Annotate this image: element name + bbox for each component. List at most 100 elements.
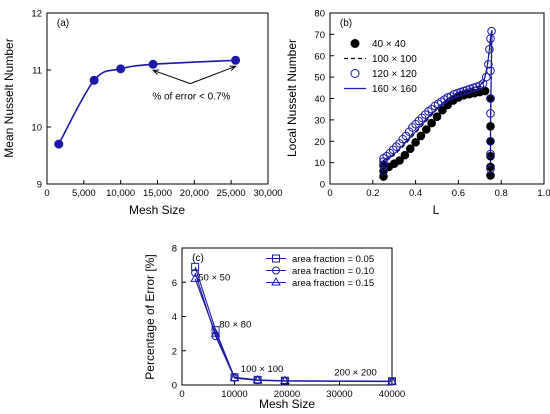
annotation-arrowhead	[229, 65, 237, 71]
y-tick-label: 9	[37, 180, 42, 191]
x-axis-label: L	[433, 203, 440, 217]
panel-label: (c)	[192, 253, 204, 264]
data-point	[486, 94, 495, 103]
y-tick-label: 11	[32, 66, 42, 77]
data-point	[350, 69, 360, 78]
x-tick-label: 0.6	[452, 188, 465, 199]
annotation-text: 80 × 80	[219, 320, 251, 331]
y-tick-label: 8	[172, 244, 177, 255]
panel-label: (b)	[340, 18, 352, 29]
data-point	[486, 149, 495, 159]
data-point	[148, 59, 158, 69]
y-tick-label: 70	[314, 30, 325, 41]
x-tick-label: 40000	[379, 389, 405, 400]
data-point	[210, 328, 221, 337]
legend-label: area fraction = 0.10	[292, 266, 374, 277]
data-point	[485, 45, 494, 54]
data-point	[387, 376, 397, 385]
y-tick-label: 2	[172, 346, 177, 357]
y-tick-label: 80	[314, 9, 325, 20]
y-tick-label: 20	[314, 137, 325, 148]
data-point	[408, 123, 417, 132]
data-point	[438, 105, 447, 115]
y-tick-label: 60	[314, 51, 325, 62]
annotation-text: 200 × 200	[334, 368, 377, 379]
data-point	[486, 136, 495, 146]
chart-a: 0 5,000 10,000 15,000 20,000 25,000 30,000 9 10 1…	[2, 9, 283, 218]
legend-label: 100 × 100	[372, 54, 417, 65]
x-tick-label: 30000	[326, 389, 352, 400]
data-point	[229, 372, 240, 382]
y-tick-label: 40	[314, 94, 325, 105]
data-point	[395, 139, 404, 148]
data-point	[395, 156, 404, 165]
data-point	[116, 64, 126, 74]
data-point	[427, 118, 436, 128]
chart-c: 0 10000 20000 30000 40000 0 2 4 6 8 Mesh Size Perce…	[143, 244, 405, 412]
series-line	[194, 278, 393, 383]
data-point	[54, 139, 64, 149]
annotation-text: 100 × 100	[241, 364, 284, 375]
panel-label: (a)	[57, 18, 69, 29]
y-tick-label: 4	[172, 312, 177, 323]
data-point	[486, 121, 495, 131]
x-tick-label: 30,000	[253, 188, 282, 199]
y-tick-label: 10	[314, 158, 325, 169]
y-tick-label: 12	[31, 9, 42, 20]
chart-b: 0 0.2 0.4 0.6 0.8 1.0 0 10 20 30 40 50 60 70 80 L Local …	[285, 9, 550, 218]
data-point	[414, 116, 424, 126]
data-point	[405, 144, 415, 154]
x-tick-label: 10,000	[106, 188, 135, 199]
data-point	[487, 26, 496, 36]
annotation-arrow	[152, 69, 191, 85]
y-tick-label: 0	[320, 180, 325, 191]
data-point	[416, 131, 426, 141]
annotation-text: % of error < 0.7%	[152, 92, 230, 103]
data-point	[350, 39, 360, 48]
data-point	[422, 125, 431, 134]
y-tick-label: 10	[31, 123, 42, 134]
data-point	[272, 266, 280, 275]
x-tick-label: 0.2	[366, 188, 379, 199]
x-axis-label: Mesh Size	[259, 397, 315, 411]
data-point	[231, 55, 241, 65]
x-tick-label: 1.0	[537, 188, 550, 199]
x-tick-label: 0	[327, 188, 332, 199]
data-point	[382, 151, 392, 161]
y-tick-label: 6	[172, 278, 177, 289]
y-axis-label: Mean Nusselt Number	[2, 38, 16, 157]
data-point	[481, 72, 491, 82]
x-tick-label: 5,000	[72, 188, 96, 199]
data-point	[191, 268, 200, 277]
series-line	[382, 29, 493, 174]
data-point	[398, 134, 408, 144]
data-point	[486, 162, 495, 172]
x-tick-label: 25,000	[217, 188, 246, 199]
data-point	[404, 127, 414, 136]
data-point	[420, 110, 430, 119]
x-tick-label: 15,000	[143, 188, 172, 199]
annotation-arrow	[190, 65, 236, 85]
x-tick-label: 10000	[221, 389, 247, 400]
x-tick-label: 0.4	[409, 188, 422, 199]
data-point	[401, 131, 411, 141]
data-point	[486, 171, 495, 180]
data-point	[427, 104, 436, 114]
data-point	[432, 112, 442, 121]
y-tick-label: 50	[314, 73, 325, 84]
data-point	[400, 150, 410, 160]
legend-label: 160 × 160	[372, 84, 417, 95]
data-point	[417, 113, 427, 123]
x-tick-label: 20,000	[180, 188, 209, 199]
data-point	[388, 145, 398, 155]
y-tick-label: 0	[172, 381, 177, 392]
x-tick-label: 0	[44, 188, 49, 199]
data-point	[252, 374, 263, 384]
x-tick-label: 0.8	[495, 188, 508, 199]
y-tick-label: 30	[314, 115, 325, 126]
data-point	[486, 66, 495, 76]
data-point	[486, 109, 495, 118]
y-axis-label: Percentage of Error [%]	[143, 254, 157, 379]
data-point	[271, 276, 281, 286]
